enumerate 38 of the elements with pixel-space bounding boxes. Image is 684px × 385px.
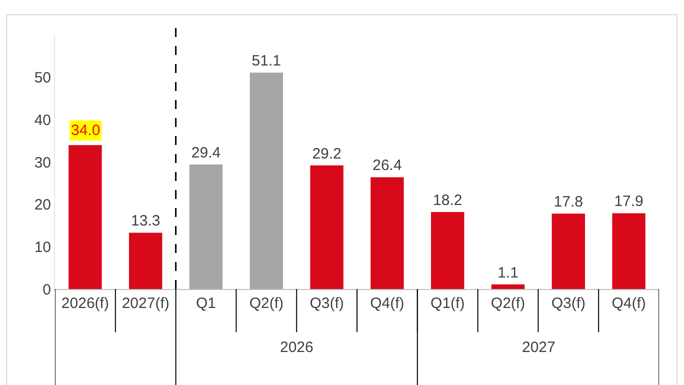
y-tick-label: 40 xyxy=(34,112,51,129)
bar xyxy=(370,177,404,289)
annotation: 34.0 xyxy=(71,122,100,139)
y-tick-label: 10 xyxy=(34,238,51,256)
x-tick-label: Q3(f) xyxy=(310,295,344,312)
bar xyxy=(250,72,284,289)
x-tick-label: Q4(f) xyxy=(370,295,404,312)
data-label: 17.9 xyxy=(614,193,644,210)
x-tick-label: Q2(f) xyxy=(249,295,284,312)
bar xyxy=(430,212,464,289)
x-tick-label: Q1 xyxy=(196,295,216,312)
bar xyxy=(310,165,344,289)
data-label: 1.1 xyxy=(498,264,518,282)
y-tick-label: 50 xyxy=(34,70,51,87)
y-tick-label: 20 xyxy=(34,196,51,214)
x-tick-label: Q4(f) xyxy=(612,295,646,312)
x-tick-label: 2026(f) xyxy=(61,295,109,312)
data-label: 13.3 xyxy=(131,212,160,230)
bar xyxy=(552,214,586,289)
text: 2026 xyxy=(280,339,314,356)
x-tick-label: Q1(f) xyxy=(430,295,465,312)
bar xyxy=(128,232,162,289)
data-label: 26.4 xyxy=(372,157,402,174)
data-label: 51.1 xyxy=(252,52,281,70)
x-tick-label: 2027(f) xyxy=(122,295,170,312)
y-tick-label: 0 xyxy=(42,281,51,298)
bar xyxy=(68,145,102,289)
data-label: 18.2 xyxy=(433,192,462,209)
bar xyxy=(491,284,525,289)
data-label: 29.4 xyxy=(191,144,221,162)
text: 2027 xyxy=(522,339,556,356)
y-tick-label: 30 xyxy=(34,154,51,172)
x-tick-label: Q3(f) xyxy=(551,295,586,312)
data-label: 29.2 xyxy=(312,145,342,162)
data-label: 17.8 xyxy=(554,194,583,211)
bar xyxy=(189,164,223,289)
bar xyxy=(612,213,646,289)
x-tick-label: Q2(f) xyxy=(490,295,526,312)
